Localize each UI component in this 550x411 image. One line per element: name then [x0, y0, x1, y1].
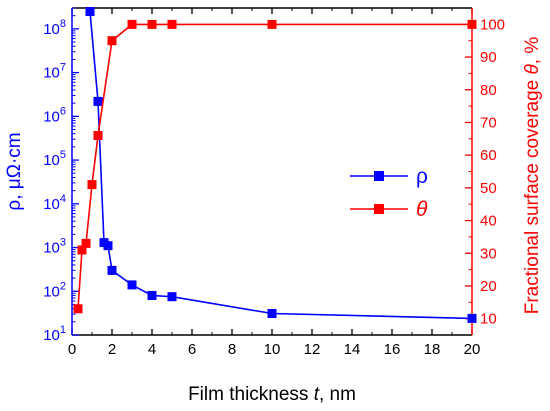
legend-marker-theta — [374, 204, 384, 214]
left-tick-label-base: 10 — [43, 240, 60, 257]
right-tick-label: 40 — [480, 213, 497, 230]
x-axis-title: Film thickness t, nm — [188, 384, 356, 405]
legend-label-rho: ρ — [416, 165, 428, 188]
left-tick-label-exponent: 1 — [60, 324, 66, 336]
legend-label-theta: θ — [416, 198, 428, 221]
right-axis-title: Fractional surface coverage θ, % — [522, 37, 543, 315]
right-tick-label: 80 — [480, 82, 497, 99]
x-tick-label: 16 — [384, 341, 401, 358]
left-tick-label-exponent: 3 — [60, 237, 66, 249]
data-point-rho — [85, 7, 95, 16]
right-y-axis: 10 20 30 40 50 60 70 80 90 100 — [465, 8, 505, 335]
data-point-theta — [267, 19, 277, 29]
data-point-rho — [127, 280, 137, 290]
left-tick-label-exponent: 5 — [60, 149, 66, 161]
x-tick-label: 20 — [464, 341, 481, 358]
x-tick-label: 14 — [344, 341, 361, 358]
left-tick-label-exponent: 6 — [60, 105, 66, 117]
left-tick-label: 105 — [43, 149, 66, 169]
x-axis-title-variable: t — [314, 384, 320, 405]
left-tick-label-base: 10 — [43, 21, 60, 38]
series-line-rho — [89, 11, 473, 320]
left-tick-label-base: 10 — [43, 283, 60, 300]
left-tick-label-exponent: 2 — [60, 280, 66, 292]
right-tick-label: 50 — [480, 180, 497, 197]
left-tick-label: 107 — [43, 62, 66, 82]
left-tick-label: 108 — [43, 18, 66, 38]
data-point-rho — [107, 265, 117, 275]
x-tick-label: 18 — [424, 341, 441, 358]
data-point-theta — [73, 304, 83, 314]
left-tick-label-exponent: 7 — [60, 62, 66, 74]
data-point-theta — [167, 19, 177, 29]
right-tick-label: 10 — [480, 311, 497, 328]
x-tick-label: 4 — [148, 341, 156, 358]
right-axis-title-variable: θ — [522, 64, 543, 75]
left-tick-label-base: 10 — [43, 196, 60, 213]
left-tick-label: 101 — [43, 324, 66, 344]
data-point-theta — [93, 131, 103, 140]
right-tick-label: 70 — [480, 114, 497, 131]
x-tick-label: 8 — [228, 341, 236, 358]
data-point-rho — [467, 313, 477, 323]
right-axis-title-unit: , % — [522, 37, 543, 65]
right-tick-label: 20 — [480, 278, 497, 295]
left-tick-label-exponent: 8 — [60, 18, 66, 30]
right-tick-label: 30 — [480, 245, 497, 262]
left-tick-label-base: 10 — [43, 327, 60, 344]
data-point-rho — [103, 241, 113, 251]
data-point-rho — [167, 292, 177, 302]
data-point-theta — [127, 19, 137, 29]
data-point-theta — [147, 19, 157, 29]
x-axis: 0 2 4 6 8 10 12 14 16 18 20 — [68, 8, 481, 358]
x-tick-label: 0 — [68, 341, 76, 358]
right-axis-title-prefix: Fractional surface coverage — [522, 75, 543, 315]
data-point-rho — [147, 291, 157, 300]
left-tick-label: 104 — [43, 193, 66, 213]
legend: ρθ — [350, 165, 428, 221]
right-tick-label: 90 — [480, 49, 497, 66]
series-line-theta — [77, 23, 472, 309]
data-point-theta — [467, 19, 477, 29]
left-axis-title: ρ, μΩ·cm — [4, 132, 25, 210]
data-point-theta — [107, 36, 117, 46]
left-tick-label: 102 — [43, 280, 66, 300]
legend-marker-rho — [374, 171, 384, 181]
x-tick-label: 10 — [264, 341, 281, 358]
right-tick-label: 100 — [480, 16, 505, 33]
left-tick-label-exponent: 4 — [60, 193, 66, 205]
x-tick-label: 2 — [108, 341, 116, 358]
data-point-theta — [87, 180, 97, 190]
series-layer — [73, 7, 477, 323]
data-point-theta — [77, 245, 87, 255]
left-tick-label: 103 — [43, 237, 66, 257]
x-axis-title-unit: , nm — [319, 384, 356, 405]
data-point-theta — [81, 238, 91, 248]
x-tick-label: 6 — [188, 341, 196, 358]
x-axis-title-prefix: Film thickness — [188, 384, 314, 405]
right-tick-label: 60 — [480, 147, 497, 164]
left-tick-label: 106 — [43, 105, 66, 125]
x-tick-label: 12 — [304, 341, 321, 358]
data-point-rho — [93, 96, 103, 106]
left-tick-label-base: 10 — [43, 152, 60, 169]
left-tick-label-base: 10 — [43, 65, 60, 82]
data-point-rho — [267, 309, 277, 318]
left-tick-label-base: 10 — [43, 108, 60, 125]
